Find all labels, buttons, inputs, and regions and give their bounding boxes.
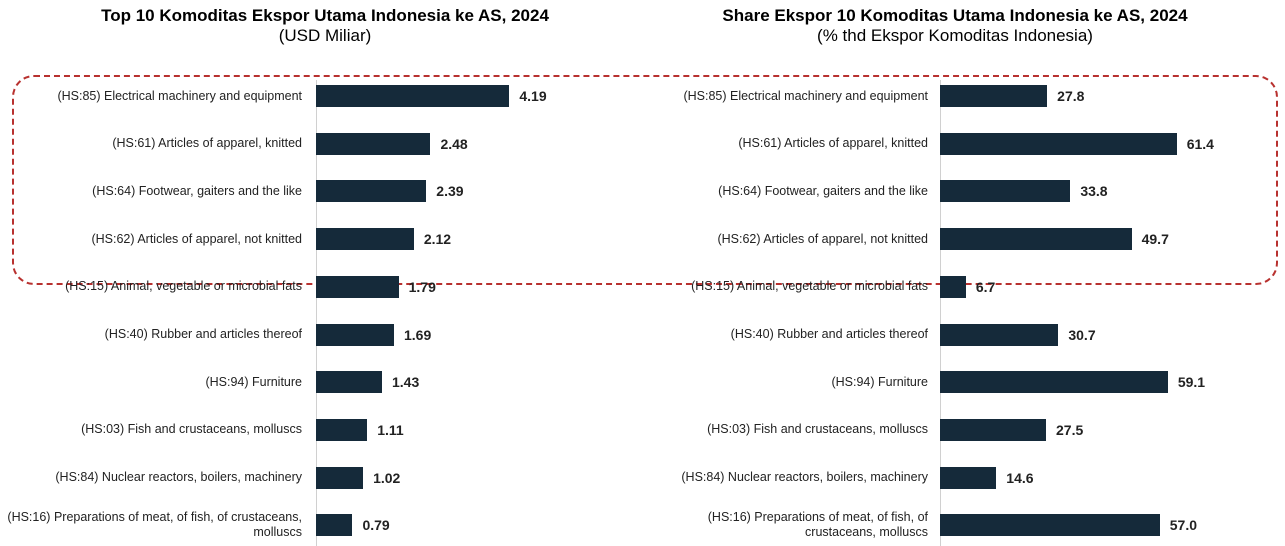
bar bbox=[940, 180, 1071, 203]
bar bbox=[316, 85, 510, 107]
value-label: 2.39 bbox=[436, 183, 464, 200]
bar bbox=[940, 514, 1160, 537]
value-label: 1.02 bbox=[373, 469, 401, 486]
category-label: (HS:62) Articles of apparel, not knitted bbox=[717, 231, 928, 246]
value-label: 57.0 bbox=[1169, 517, 1197, 534]
category-label: (HS:84) Nuclear reactors, boilers, machi… bbox=[55, 470, 302, 485]
axis-line bbox=[940, 80, 941, 546]
bar bbox=[316, 371, 382, 394]
axis-line bbox=[316, 80, 317, 546]
category-label: (HS:40) Rubber and articles thereof bbox=[104, 327, 302, 341]
value-label: 4.19 bbox=[519, 88, 547, 104]
category-label: (HS:84) Nuclear reactors, boilers, machi… bbox=[681, 470, 928, 485]
category-label: (HS:16) Preparations of meat, of fish, o… bbox=[7, 510, 302, 540]
value-label: 6.7 bbox=[975, 278, 996, 295]
value-label: 1.11 bbox=[377, 421, 404, 438]
value-label: 30.7 bbox=[1068, 326, 1096, 343]
category-label: (HS:03) Fish and crustaceans, molluscs bbox=[707, 422, 928, 437]
bar bbox=[940, 371, 1168, 394]
value-label: 14.6 bbox=[1006, 469, 1034, 486]
title-text: Top 10 Komoditas Ekspor Utama Indonesia … bbox=[101, 6, 549, 25]
bar bbox=[316, 275, 399, 298]
title-text: Share Ekspor 10 Komoditas Utama Indonesi… bbox=[722, 6, 1188, 25]
category-label: (HS:64) Footwear, gaiters and the like bbox=[718, 183, 928, 198]
value-label: 27.8 bbox=[1057, 88, 1085, 104]
category-label: (HS:94) Furniture bbox=[205, 374, 302, 389]
category-label: (HS:40) Rubber and articles thereof bbox=[730, 327, 928, 341]
bar bbox=[940, 275, 966, 298]
bar bbox=[316, 132, 431, 155]
category-label: (HS:15) Animal, vegetable or microbial f… bbox=[65, 279, 302, 294]
value-label: 1.43 bbox=[392, 374, 420, 391]
highlight-box bbox=[12, 75, 1278, 285]
bar bbox=[316, 466, 364, 489]
value-label: 0.79 bbox=[362, 517, 390, 534]
chart-title: Share Ekspor 10 Komoditas Utama Indonesi… bbox=[695, 6, 1215, 46]
category-label: (HS:64) Footwear, gaiters and the like bbox=[92, 183, 302, 198]
bar bbox=[940, 132, 1177, 155]
bar bbox=[316, 323, 394, 346]
category-label: (HS:61) Articles of apparel, knitted bbox=[738, 136, 928, 151]
category-label: (HS:03) Fish and crustaceans, molluscs bbox=[81, 422, 302, 437]
bar bbox=[940, 85, 1048, 107]
subtitle: (% thd Ekspor Komoditas Indonesia) bbox=[817, 26, 1093, 45]
value-label: 33.8 bbox=[1080, 183, 1108, 200]
bar bbox=[940, 466, 997, 489]
value-label: 2.12 bbox=[423, 231, 452, 248]
bar bbox=[940, 418, 1047, 441]
category-label: (HS:85) Electrical machinery and equipme… bbox=[57, 88, 302, 103]
bar bbox=[316, 228, 414, 251]
category-label: (HS:85) Electrical machinery and equipme… bbox=[683, 88, 928, 103]
category-label: (HS:61) Articles of apparel, knitted bbox=[112, 136, 302, 151]
bar bbox=[940, 323, 1059, 346]
chart-title: Top 10 Komoditas Ekspor Utama Indonesia … bbox=[65, 6, 585, 46]
value-label: 1.79 bbox=[408, 278, 436, 295]
bar bbox=[940, 228, 1132, 251]
value-label: 49.7 bbox=[1141, 231, 1169, 248]
bar bbox=[316, 180, 427, 203]
value-label: 27.5 bbox=[1056, 421, 1084, 438]
subtitle: (USD Miliar) bbox=[278, 26, 372, 45]
category-label: (HS:15) Animal, vegetable or microbial f… bbox=[691, 279, 928, 294]
category-label: (HS:94) Furniture bbox=[831, 374, 928, 389]
bar bbox=[316, 514, 353, 537]
bar bbox=[316, 418, 368, 441]
value-label: 2.48 bbox=[440, 135, 468, 152]
value-label: 1.69 bbox=[404, 326, 432, 343]
category-label: (HS:16) Preparations of meat, of fish, o… bbox=[707, 510, 928, 540]
category-label: (HS:62) Articles of apparel, not knitted bbox=[91, 231, 302, 246]
value-label: 61.4 bbox=[1186, 135, 1214, 152]
value-label: 59.1 bbox=[1177, 374, 1206, 391]
